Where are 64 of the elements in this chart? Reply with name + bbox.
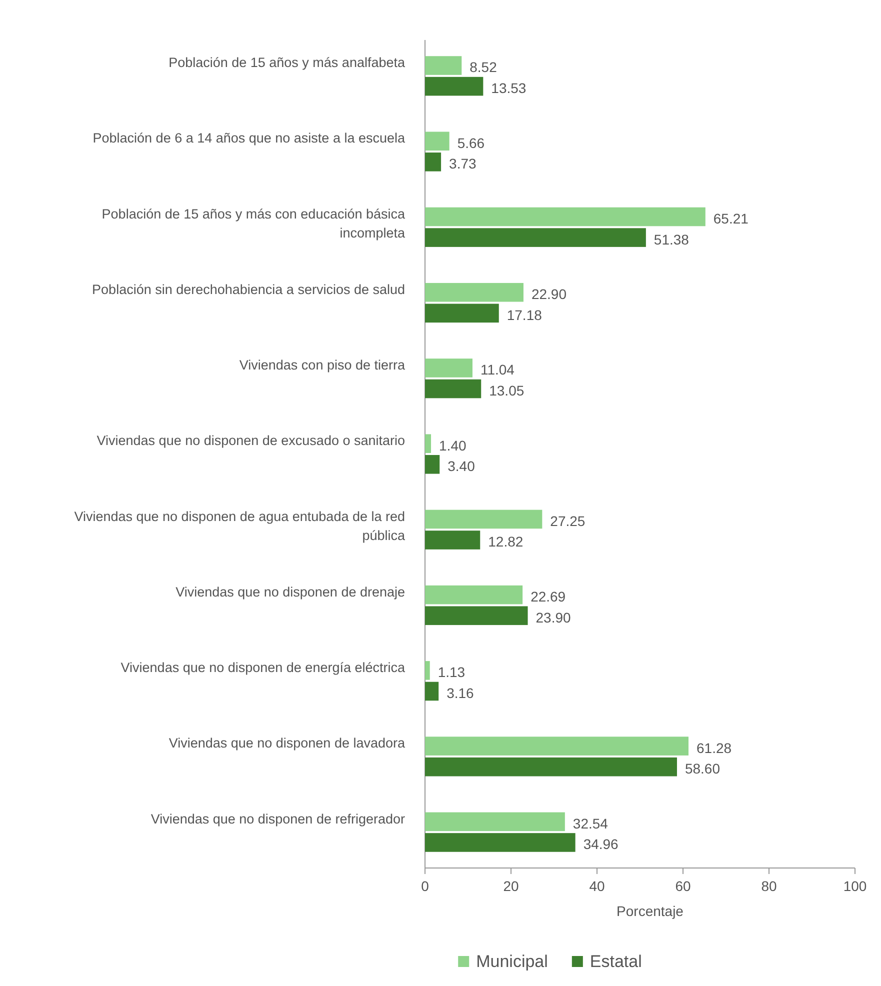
- bar: [425, 606, 528, 626]
- data-label: 58.60: [684, 760, 720, 777]
- data-label: 13.53: [491, 80, 526, 96]
- y-tick-label: Población sin derechohabiencia a servicios de salud: [92, 282, 405, 297]
- data-label: 13.05: [489, 382, 524, 398]
- data-label: 12.82: [488, 534, 524, 550]
- data-label: 8.52: [470, 59, 498, 76]
- y-tick-label: Población de 15 años y más analfabeta: [168, 55, 406, 70]
- bar: [425, 661, 430, 680]
- data-label: 32.54: [572, 815, 608, 832]
- y-tick-label: Viviendas que no disponen de lavadora: [168, 736, 406, 751]
- bar: [425, 812, 565, 832]
- x-axis-title: Porcentaje: [616, 903, 684, 919]
- data-label: 3.16: [446, 684, 474, 701]
- data-label: 17.18: [506, 306, 542, 323]
- data-label: 22.69: [530, 588, 566, 605]
- bar: [425, 132, 450, 151]
- data-label: 27.25: [550, 512, 586, 529]
- data-label: 11.04: [480, 362, 515, 378]
- bar: [425, 76, 484, 96]
- data-label: 65.21: [713, 210, 749, 226]
- bar: [425, 757, 677, 776]
- bar: [425, 530, 480, 550]
- bar: [425, 379, 482, 398]
- y-tick-label: Viviendas que no disponen de drenaje: [176, 584, 405, 600]
- bar: [425, 282, 524, 302]
- x-tick-label: 60: [675, 878, 691, 894]
- x-tick-label: 100: [843, 878, 867, 894]
- x-tick-label: 40: [589, 878, 605, 894]
- data-label: 3.73: [449, 156, 476, 172]
- x-tick-label: 20: [503, 878, 519, 894]
- data-label: 1.13: [438, 664, 466, 680]
- y-tick-label: Población de 6 a 14 años que no asiste a la escuela: [92, 130, 406, 146]
- bar: [425, 152, 442, 172]
- y-tick-label: Población de 15 años y más con educación básica incompleta: [102, 206, 406, 240]
- data-label: 51.38: [654, 231, 690, 248]
- data-label: 3.40: [448, 458, 476, 474]
- bar: [425, 455, 440, 474]
- bar: [425, 833, 576, 852]
- bar: [425, 510, 542, 529]
- bar: [425, 304, 499, 323]
- bar: [425, 228, 646, 247]
- data-label: 34.96: [583, 836, 619, 852]
- bar: [425, 736, 689, 756]
- bar: [425, 207, 706, 226]
- data-label: 23.90: [536, 609, 572, 626]
- data-label: 61.28: [696, 740, 732, 756]
- bar: [425, 434, 432, 453]
- legend-label: Municipal: [476, 952, 548, 971]
- y-tick-label: Viviendas que no disponen de refrigerador: [150, 811, 406, 826]
- bar: [425, 56, 462, 75]
- y-tick-label: Viviendas que no disponen de agua entubada de la red pública: [74, 508, 406, 543]
- data-label: 5.66: [457, 134, 485, 151]
- x-tick-label: 80: [761, 878, 777, 894]
- y-tick-label: Viviendas que no disponen de excusado o sanitario: [96, 433, 405, 448]
- y-tick-label: Viviendas con piso de tierra: [239, 358, 406, 373]
- y-tick-label: Viviendas que no disponen de energía eléctrica: [120, 660, 406, 676]
- data-label: 22.90: [531, 286, 567, 302]
- bar: [425, 358, 472, 378]
- x-tick-label: 0: [421, 878, 430, 894]
- bar: [425, 585, 523, 604]
- legend-label: Estatal: [590, 952, 642, 971]
- data-label: 1.40: [439, 437, 466, 454]
- bar: [425, 682, 439, 701]
